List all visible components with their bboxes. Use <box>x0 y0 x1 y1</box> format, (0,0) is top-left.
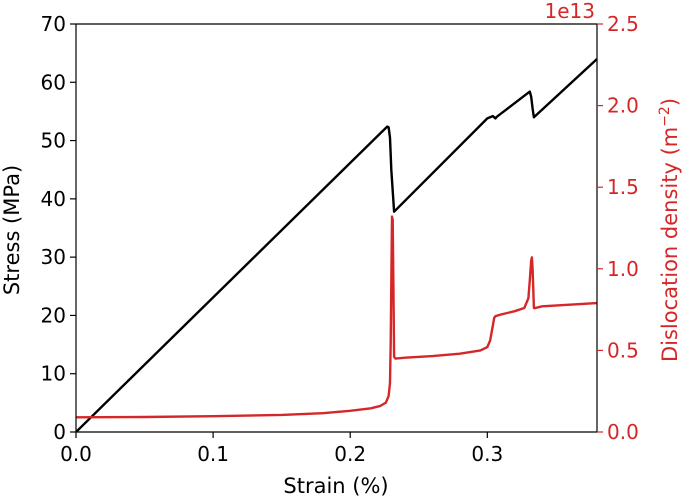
right-y-tick-label: 0.0 <box>607 420 639 444</box>
left-y-tick-label: 0 <box>53 420 66 444</box>
x-axis-title: Strain (%) <box>283 474 388 498</box>
left-y-tick-label: 50 <box>41 129 66 153</box>
axes: 0.0 0.1 0.2 0.3 0 10 20 30 40 50 60 70 0.0 0.5 1.0 1.5 2… <box>41 12 639 466</box>
dislocation-density-line <box>76 215 597 419</box>
right-y-tick-label: 2.0 <box>607 94 639 118</box>
x-tick-label: 0.1 <box>197 442 229 466</box>
left-y-tick-label: 70 <box>41 12 66 36</box>
plot-area <box>76 58 597 432</box>
left-y-tick-label: 40 <box>41 187 66 211</box>
right-y-tick-label: 2.5 <box>607 12 639 36</box>
right-y-tick-label: 0.5 <box>607 338 639 362</box>
right-y-tick-label: 1.5 <box>607 175 639 199</box>
right-y-offset-text: 1e13 <box>545 0 595 23</box>
left-y-axis-title: Stress (MPa) <box>0 165 24 295</box>
left-y-tick-label: 30 <box>41 245 66 269</box>
right-y-axis-title: Dislocation density (m−2) <box>657 98 682 362</box>
x-tick-label: 0.0 <box>60 442 92 466</box>
x-tick-label: 0.3 <box>471 442 503 466</box>
left-y-tick-label: 20 <box>41 303 66 327</box>
right-y-axis-title-text: Dislocation density (m <box>658 127 682 362</box>
left-y-tick-label: 60 <box>41 70 66 94</box>
left-y-tick-label: 10 <box>41 362 66 386</box>
right-y-axis-title-close: ) <box>658 98 682 106</box>
stress-line <box>76 58 597 432</box>
x-tick-label: 0.2 <box>334 442 366 466</box>
right-y-axis-title-sup: −2 <box>657 106 673 127</box>
right-y-tick-label: 1.0 <box>607 257 639 281</box>
